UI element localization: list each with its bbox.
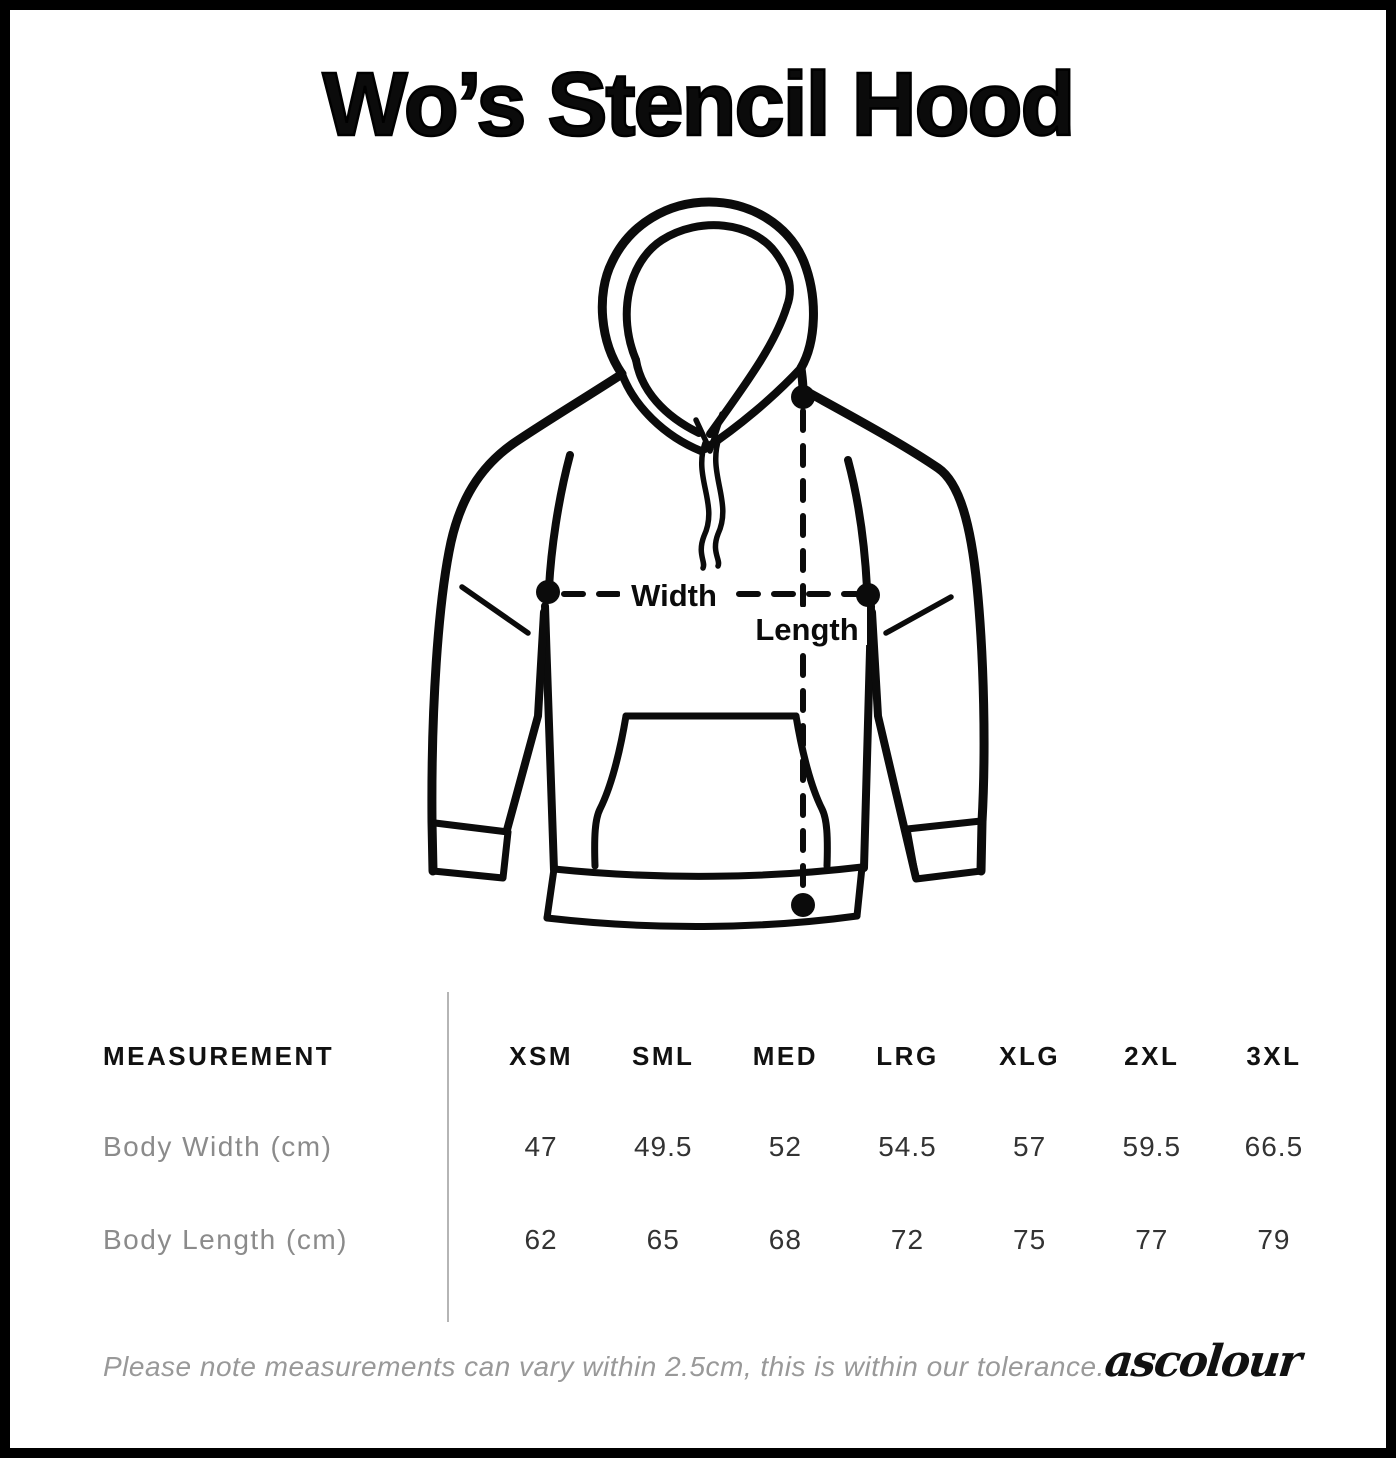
drawstring-left xyxy=(698,440,712,571)
size-header-1: SML xyxy=(632,1041,695,1071)
hoodie-outline xyxy=(427,197,989,876)
body-width-value-0: 47 xyxy=(524,1131,558,1162)
body-length-value-6: 79 xyxy=(1257,1224,1291,1255)
cuff-left xyxy=(429,819,512,882)
page-title: Wo’s Stencil Hood xyxy=(321,54,1077,157)
hem-left-cap xyxy=(543,865,558,922)
body-width-value-1: 49.5 xyxy=(633,1131,693,1162)
drawstring-right xyxy=(712,435,726,569)
measurement-header: MEASUREMENT xyxy=(103,1041,335,1071)
sleeve-inner-left xyxy=(503,608,548,834)
right-shoulder-sleeve xyxy=(799,385,989,876)
width-label: Width xyxy=(631,578,717,613)
size-header-4: XLG xyxy=(999,1041,1061,1071)
size-header-2: MED xyxy=(752,1041,818,1071)
hood-inner xyxy=(622,221,794,364)
hood-and-body-lines xyxy=(503,221,920,882)
size-header-3: LRG xyxy=(876,1041,939,1071)
body-length-value-2: 68 xyxy=(768,1224,802,1255)
tolerance-note: Please note measurements can vary within… xyxy=(103,1351,1105,1382)
size-header-5: 2XL xyxy=(1124,1041,1180,1071)
hood-opening-left xyxy=(632,356,703,437)
body-width-label: Body Width (cm) xyxy=(103,1131,333,1162)
size-column-headers: XSM SML MED LRG XLG 2XL 3XL xyxy=(480,1041,1335,1072)
body-width-value-5: 59.5 xyxy=(1122,1131,1182,1162)
crease-left xyxy=(459,584,531,636)
body-side-left xyxy=(541,602,558,874)
table-divider xyxy=(447,992,449,1322)
body-length-value-0: 62 xyxy=(524,1224,558,1255)
hem-bottom xyxy=(543,912,861,930)
length-label: Length xyxy=(755,612,858,647)
measure-dot-right-armpit xyxy=(856,583,880,607)
hoodie-diagram: Width Length xyxy=(427,197,989,930)
size-header-0: XSM xyxy=(509,1041,573,1071)
armhole-left xyxy=(545,451,574,592)
body-length-value-4: 75 xyxy=(1013,1224,1047,1255)
neckline-left xyxy=(618,370,705,455)
body-width-value-3: 54.5 xyxy=(878,1131,937,1162)
size-header-6: 3XL xyxy=(1246,1041,1302,1071)
measure-dots xyxy=(536,385,880,917)
measure-dot-left-armpit xyxy=(536,580,560,604)
body-width-value-2: 52 xyxy=(768,1131,802,1162)
brand-logo: ascolour xyxy=(1102,1336,1303,1387)
body-width-values: 47 49.5 52 54.5 57 59.5 66.5 xyxy=(480,1131,1335,1163)
body-length-row: Body Length (cm) 62 65 68 72 75 77 79 xyxy=(10,1224,1386,1258)
armhole-right xyxy=(844,456,871,592)
body-length-value-3: 72 xyxy=(890,1224,925,1255)
body-length-label: Body Length (cm) xyxy=(103,1224,348,1255)
measure-dot-hem xyxy=(791,893,815,917)
details xyxy=(459,411,954,636)
body-length-value-1: 65 xyxy=(646,1224,680,1255)
hem-top xyxy=(550,863,866,880)
crease-right xyxy=(883,594,954,636)
cuff-right xyxy=(903,817,985,883)
left-shoulder-sleeve xyxy=(427,369,627,876)
body-width-value-6: 66.5 xyxy=(1244,1131,1304,1162)
pocket-left xyxy=(591,712,630,870)
size-table-header-row: MEASUREMENT XSM SML MED LRG XLG 2XL 3XL xyxy=(10,1041,1386,1075)
hood-outer xyxy=(597,197,818,379)
width-label-backplate xyxy=(620,575,730,613)
body-length-values: 62 65 68 72 75 77 79 xyxy=(480,1224,1335,1256)
body-width-value-4: 57 xyxy=(1013,1131,1047,1162)
sleeve-inner-right xyxy=(868,608,920,882)
length-label-backplate xyxy=(747,607,867,645)
drawstring-cross xyxy=(693,411,725,454)
body-length-value-5: 77 xyxy=(1135,1224,1169,1255)
body-width-row: Body Width (cm) 47 49.5 52 54.5 57 59.5 66.5 xyxy=(10,1131,1386,1165)
hem-right-cap xyxy=(853,863,866,920)
measure-dot-collar xyxy=(791,385,815,409)
